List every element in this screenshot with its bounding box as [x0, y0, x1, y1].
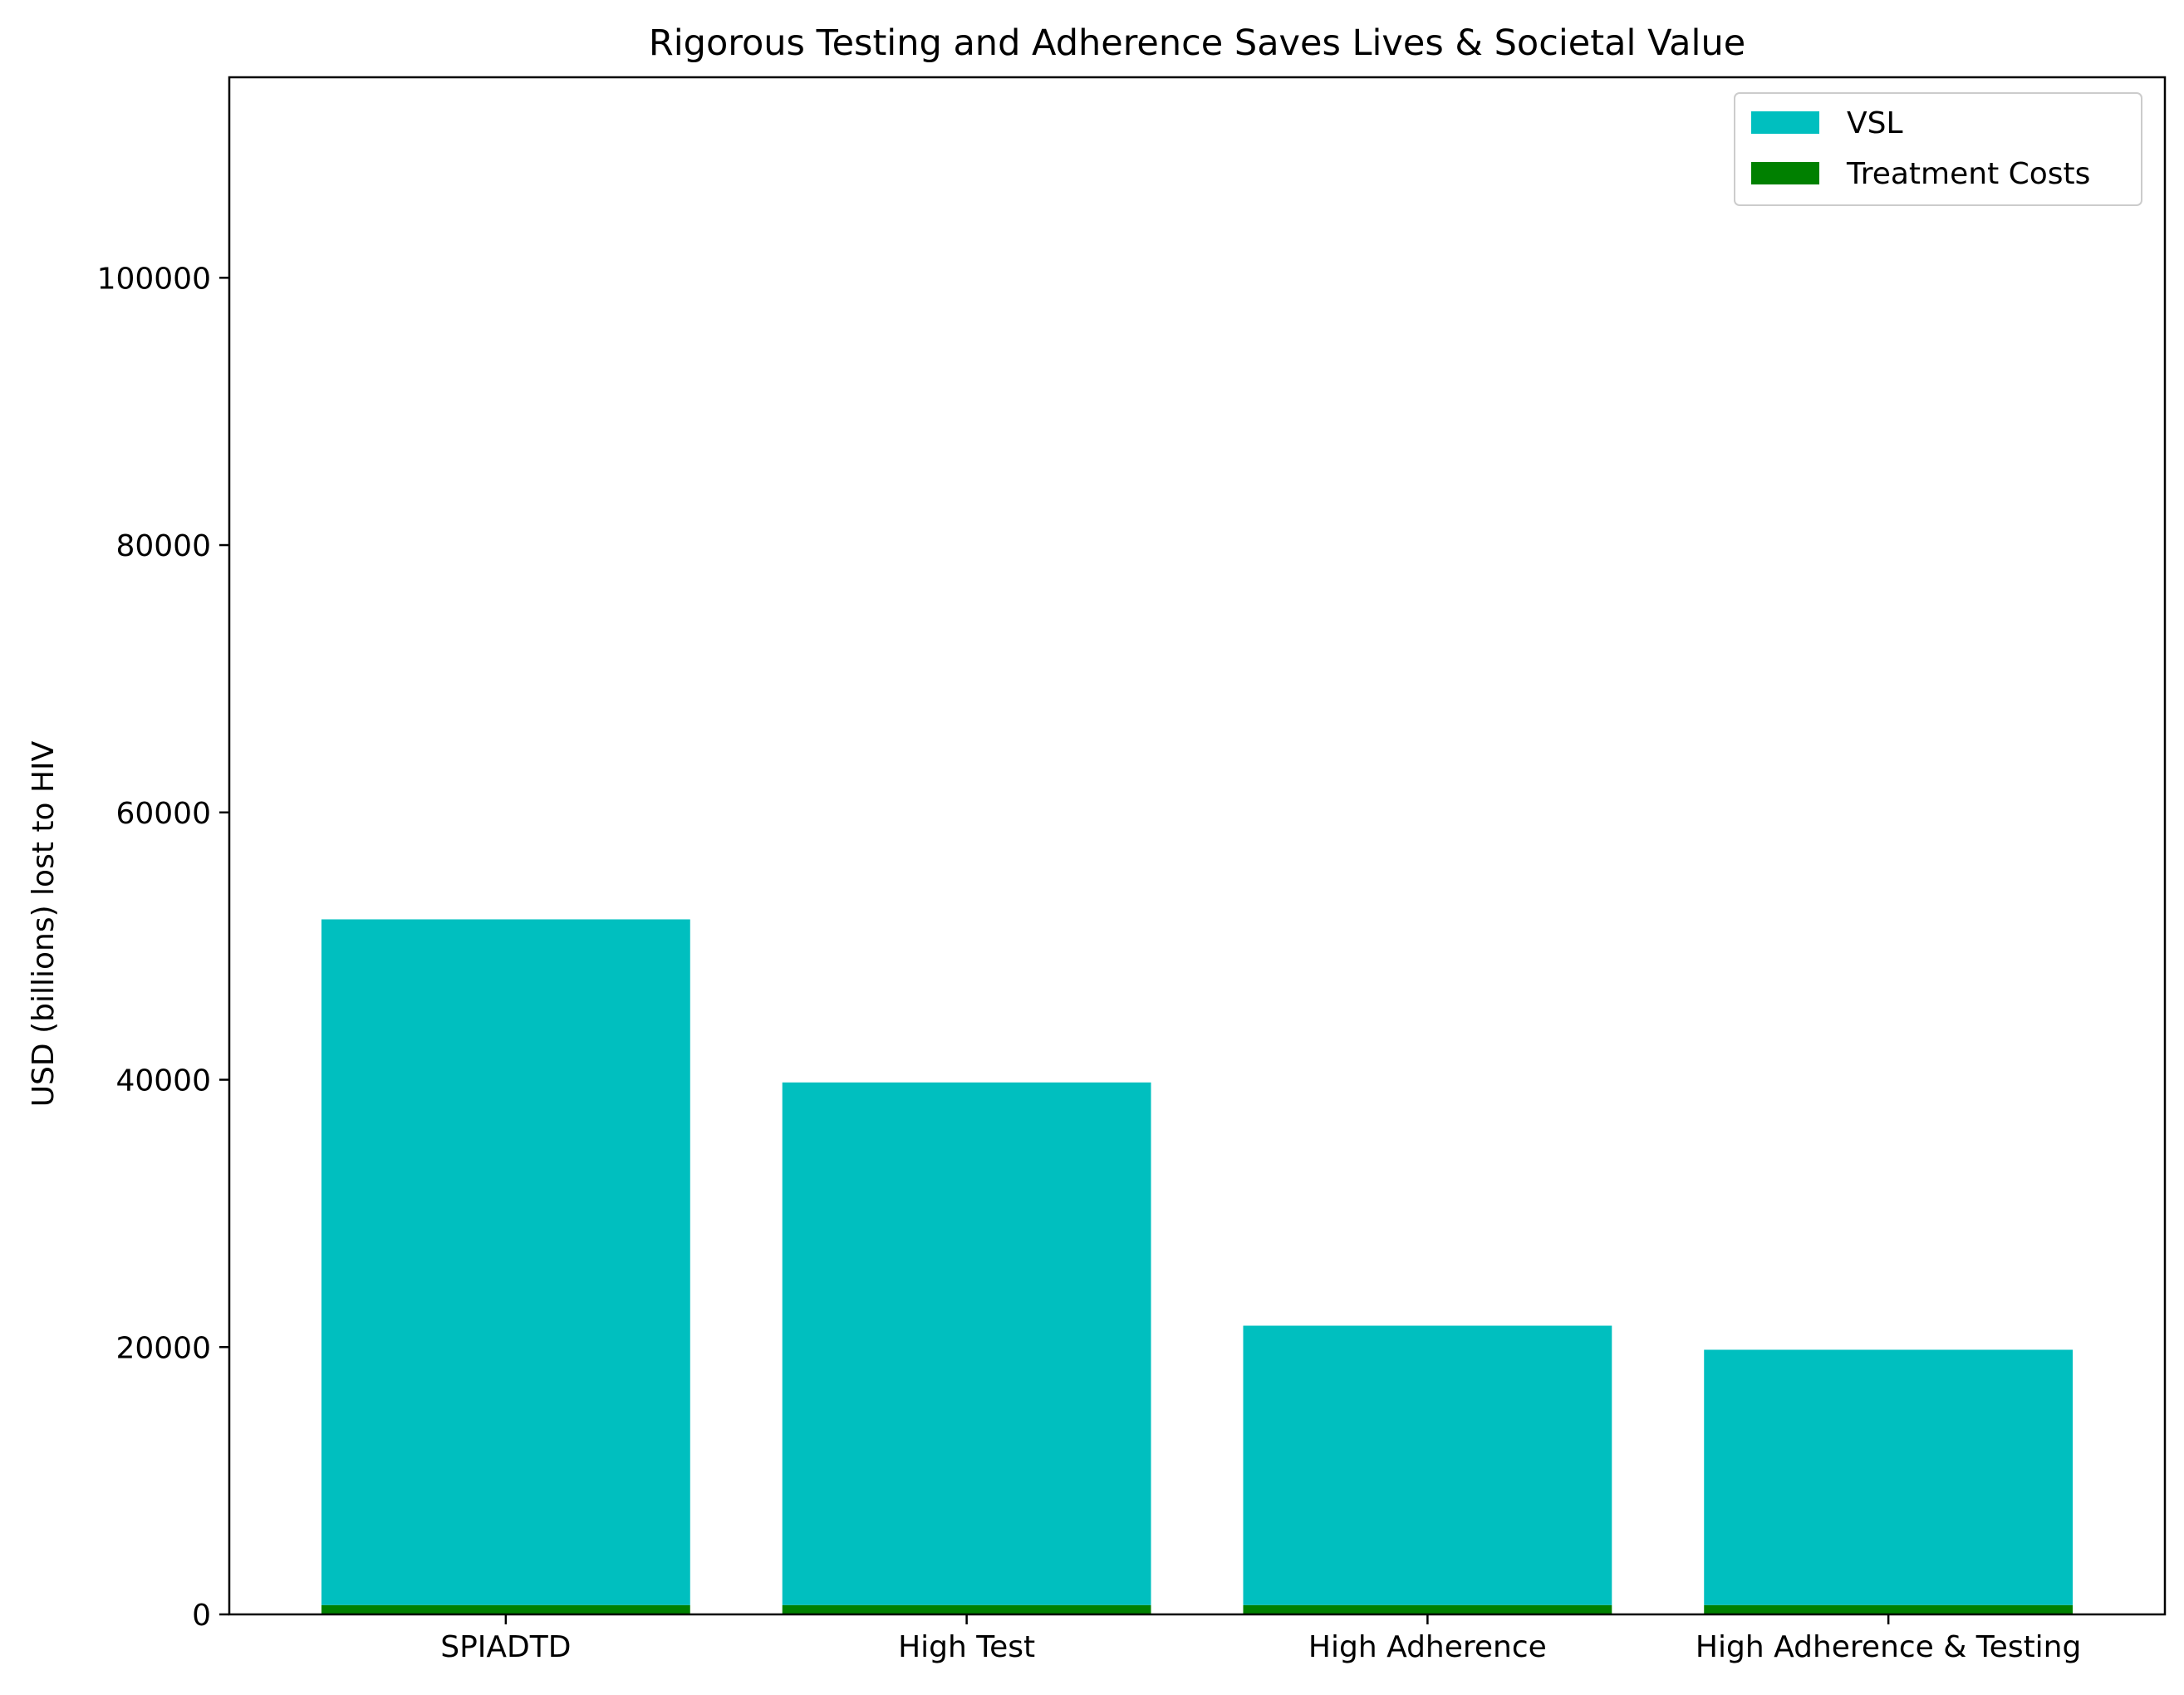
bar-treatment-costs-3 [1243, 1604, 1612, 1614]
y-tick-label: 0 [192, 1599, 211, 1633]
x-tick-label: High Test [898, 1630, 1035, 1664]
y-tick-label: 60000 [115, 797, 211, 831]
y-tick-label: 100000 [97, 262, 211, 296]
y-tick-label: 20000 [115, 1331, 211, 1365]
legend-swatch-treatment-costs [1751, 162, 1819, 184]
bar-treatment-costs-4 [1704, 1604, 2074, 1614]
bar-vsl-2 [782, 1082, 1151, 1605]
legend-swatch-vsl [1751, 111, 1819, 134]
x-tick-label: High Adherence & Testing [1696, 1630, 2081, 1664]
plot-frame [228, 76, 2167, 1616]
x-tick-label: SPIADTD [440, 1630, 571, 1664]
y-tick-label: 40000 [115, 1064, 211, 1098]
bars-layer [321, 919, 2074, 1614]
legend-box [1734, 92, 2142, 206]
bar-treatment-costs-2 [782, 1604, 1151, 1614]
y-axis-label: USD (billions) lost to HIV [27, 740, 61, 1107]
bar-vsl-3 [1243, 1325, 1612, 1605]
ticks-layer: SPIADTD High Test High Adherence High Adher… [97, 262, 2082, 1664]
legend-label-vsl: VSL [1847, 106, 1903, 140]
bar-vsl-1 [321, 919, 690, 1605]
bar-treatment-costs-1 [321, 1604, 690, 1614]
bar-vsl-4 [1704, 1349, 2074, 1605]
legend-label-treatment-costs: Treatment Costs [1846, 157, 2090, 191]
x-tick-label: High Adherence [1308, 1630, 1547, 1664]
legend: VSL Treatment Costs [1734, 92, 2142, 206]
chart-title: Rigorous Testing and Adherence Saves Liv… [649, 22, 1745, 64]
y-tick-label: 80000 [115, 529, 211, 563]
